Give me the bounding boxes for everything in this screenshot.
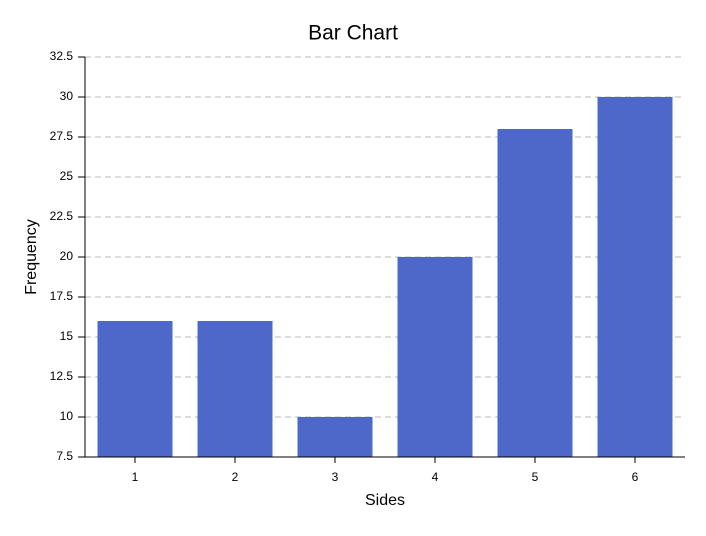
- bar: [197, 321, 273, 457]
- bar: [597, 97, 673, 457]
- y-tick-label: 10: [60, 409, 74, 423]
- y-tick-label: 30: [60, 89, 74, 103]
- bar: [397, 257, 473, 457]
- y-tick-label: 22.5: [50, 209, 74, 223]
- bar: [297, 417, 373, 457]
- x-tick-label: 3: [332, 470, 339, 484]
- bars: [97, 97, 673, 457]
- y-tick-label: 32.5: [50, 49, 74, 63]
- x-tick-label: 2: [232, 470, 239, 484]
- y-tick-label: 12.5: [50, 369, 74, 383]
- x-tick-label: 5: [532, 470, 539, 484]
- y-tick-label: 25: [60, 169, 74, 183]
- chart-title: Bar Chart: [308, 22, 398, 45]
- bar: [97, 321, 173, 457]
- x-axis-label: Sides: [365, 492, 405, 509]
- x-tick-label: 4: [432, 470, 439, 484]
- y-tick-label: 20: [60, 249, 74, 263]
- bar: [497, 129, 573, 457]
- y-tick-label: 15: [60, 329, 74, 343]
- grid: [85, 56, 685, 418]
- x-tick-label: 6: [632, 470, 639, 484]
- y-tick-label: 7.5: [56, 449, 73, 463]
- y-tick-label: 27.5: [50, 129, 74, 143]
- x-tick-label: 1: [132, 470, 139, 484]
- y-tick-label: 17.5: [50, 289, 74, 303]
- y-axis-label: Frequency: [23, 219, 40, 295]
